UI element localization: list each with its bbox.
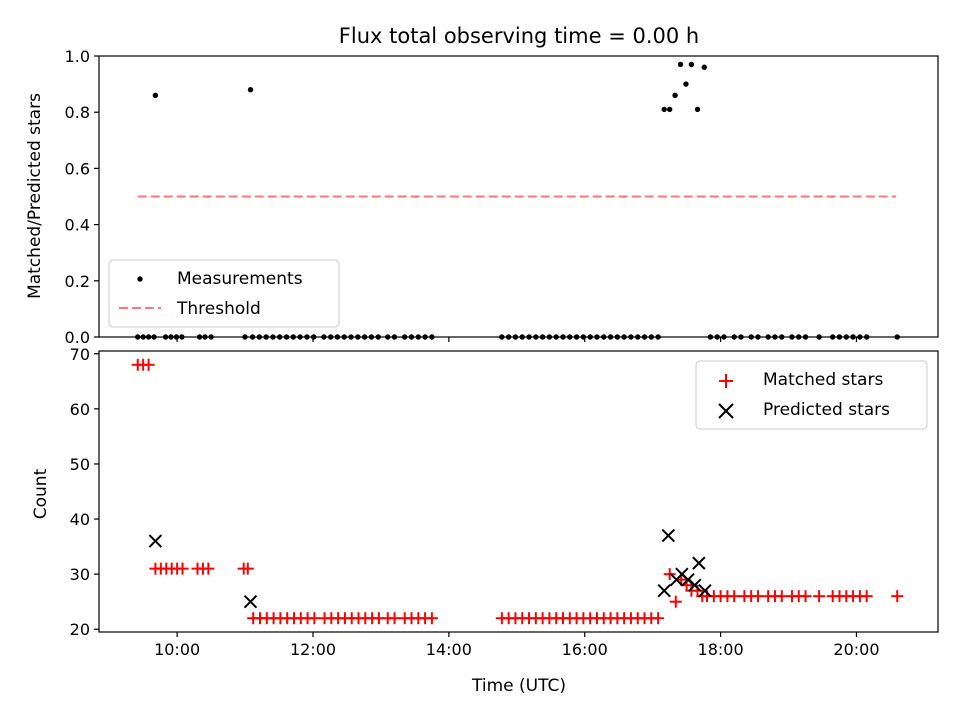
bottom-xlabel: Time (UTC)	[471, 676, 566, 696]
bottom-xtick-label: 12:00	[290, 640, 336, 659]
legend-measurements-label: Measurements	[177, 269, 303, 289]
matched-star-marker	[891, 590, 904, 603]
measurement-point	[683, 81, 689, 87]
matched-star-marker	[663, 568, 676, 581]
measurement-point	[152, 92, 159, 99]
matched-star-marker	[202, 562, 215, 575]
bottom-legend: Matched stars Predicted stars	[695, 360, 928, 430]
matched-star-marker	[388, 612, 401, 625]
bottom-legend-box	[695, 360, 928, 430]
bottom-xtick-label: 18:00	[698, 640, 744, 659]
legend-threshold-label: Threshold	[176, 299, 261, 319]
bottom-ytick-label: 20	[70, 620, 90, 639]
top-axes-frame	[98, 55, 939, 338]
bottom-axes-frame	[98, 350, 939, 633]
bottom-ylabel: Count	[31, 468, 51, 519]
bottom-y-ticks: 20 30 40 50 60 70	[70, 345, 99, 639]
matched-star-marker	[728, 590, 741, 603]
matched-star-marker	[176, 562, 189, 575]
predicted-star-marker	[688, 578, 702, 592]
legend-predicted-label: Predicted stars	[763, 400, 890, 420]
bottom-ytick-label: 40	[70, 510, 90, 529]
bottom-ytick-label: 50	[70, 455, 90, 474]
top-ytick-label: 0.6	[65, 159, 90, 178]
bottom-ytick-label: 70	[70, 345, 90, 364]
top-legend-box	[108, 259, 340, 328]
predicted-star-marker	[148, 534, 163, 548]
predicted-star-marker	[698, 583, 712, 598]
measurement-point	[694, 106, 701, 113]
bottom-panel: 20 30 40 50 60 70 10:00 12:00 14:00 16:00 18:00 20…	[31, 345, 939, 696]
matched-star-marker	[775, 590, 788, 603]
measurement-point	[677, 61, 684, 68]
predicted-star-marker	[657, 583, 671, 598]
legend-matched-label: Matched stars	[763, 370, 883, 390]
bottom-marks	[131, 358, 904, 625]
top-x-ticks	[176, 337, 858, 342]
measurement-point	[661, 106, 667, 113]
top-panel: 0.0 0.2 0.4 0.6 0.8 1.0 Matched/Predicted sta…	[25, 47, 939, 347]
legend-matched-icon	[719, 374, 733, 388]
matched-star-marker	[813, 590, 826, 603]
matched-star-marker	[142, 358, 155, 371]
matched-star-marker	[308, 612, 321, 625]
bottom-ytick-label: 60	[70, 400, 90, 419]
matched-star-marker	[425, 612, 438, 625]
top-ytick-label: 1.0	[65, 47, 90, 66]
bottom-xtick-label: 14:00	[426, 640, 472, 659]
top-ytick-label: 0.2	[65, 272, 90, 291]
matched-star-marker	[669, 595, 682, 608]
bottom-x-ticks: 10:00 12:00 14:00 16:00 18:00 20:00	[154, 632, 880, 659]
top-ylabel: Matched/Predicted stars	[25, 93, 45, 299]
legend-measurements-icon	[137, 276, 143, 282]
measurement-point	[247, 87, 254, 93]
top-ytick-label: 0.8	[65, 103, 90, 122]
legend-predicted-icon	[718, 403, 734, 419]
top-ytick-label: 0.4	[65, 216, 90, 235]
predicted-star-marker	[243, 594, 258, 609]
bottom-xtick-label: 16:00	[562, 640, 608, 659]
matched-star-marker	[652, 612, 665, 625]
top-marks	[135, 61, 900, 340]
top-ytick-label: 0.0	[65, 328, 90, 347]
matched-star-marker	[751, 590, 764, 603]
matched-star-marker	[860, 590, 873, 603]
matched-star-marker	[241, 562, 254, 575]
measurement-point	[666, 106, 673, 113]
predicted-star-marker	[692, 556, 706, 570]
bottom-ytick-label: 30	[70, 565, 90, 584]
predicted-star-marker	[661, 528, 676, 543]
measurement-point	[688, 61, 695, 68]
bottom-xtick-label: 20:00	[833, 640, 879, 659]
chart-title: Flux total observing time = 0.00 h	[339, 24, 699, 48]
top-legend: Measurements Threshold	[108, 259, 340, 328]
matched-star-marker	[799, 590, 812, 603]
bottom-xtick-label: 10:00	[154, 640, 200, 659]
measurement-point	[701, 64, 708, 70]
top-y-ticks: 0.0 0.2 0.4 0.6 0.8 1.0	[65, 47, 99, 347]
measurement-point	[672, 92, 678, 99]
